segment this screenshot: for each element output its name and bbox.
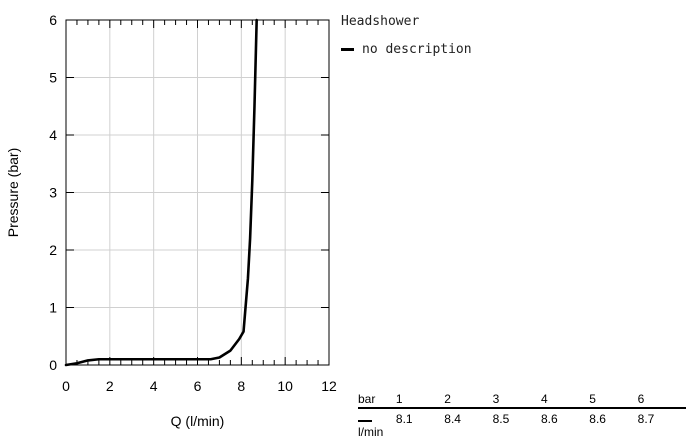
y-axis-title: Pressure (bar): [5, 148, 21, 237]
flow-cell: 8.7: [637, 412, 655, 426]
legend-title: Headshower: [341, 14, 420, 29]
y-tick-label: 3: [49, 185, 57, 201]
flow-cell: 8.4: [444, 412, 461, 426]
pressure-cell: 2: [444, 392, 451, 406]
pressure-cell: 6: [637, 392, 645, 406]
y-tick-label: 0: [49, 357, 57, 373]
flow-unit-cell: l/min: [358, 412, 396, 440]
legend: Headshower no description: [341, 14, 472, 57]
x-tick-label: 10: [277, 378, 293, 394]
x-tick-label: 6: [194, 378, 202, 394]
flow-cell: 8.6: [589, 412, 606, 426]
grid: [66, 20, 329, 365]
y-tick-label: 5: [49, 70, 57, 86]
legend-item: no description: [341, 42, 472, 57]
plot-area-frame: [65, 19, 330, 366]
x-tick-label: 8: [237, 378, 245, 394]
x-tick-label: 0: [62, 378, 70, 394]
y-tick-label: 2: [49, 242, 57, 258]
flow-unit-label: l/min: [358, 425, 384, 439]
series-swatch: [358, 420, 372, 422]
pressure-cell: 5: [589, 392, 596, 406]
flow-cell: 8.1: [395, 412, 413, 426]
pressure-cell: 1: [395, 392, 403, 406]
y-tick-label: 6: [49, 12, 57, 28]
pressure-unit-label: bar: [358, 392, 376, 406]
flow-table-header: bar 1 2 3 4 5 6: [358, 392, 686, 409]
legend-swatch: [341, 48, 354, 51]
flow-table-row: l/min 8.1 8.4 8.5 8.6 8.6 8.7: [358, 409, 686, 440]
x-tick-label: 4: [150, 378, 158, 394]
legend-item-label: no description: [362, 42, 472, 57]
y-tick-label: 4: [49, 127, 57, 143]
x-axis-title: Q (l/min): [171, 413, 225, 429]
series-line: [64, 18, 258, 367]
series: [64, 18, 258, 367]
x-tick-label: 2: [106, 378, 114, 394]
flow-cell: 8.5: [492, 412, 510, 426]
flow-table: bar 1 2 3 4 5 6 l/min 8.1 8.4 8.5 8.6 8.…: [358, 392, 686, 440]
pressure-cell: 3: [492, 392, 500, 406]
flow-cell: 8.6: [540, 412, 558, 426]
pressure-cell: 4: [540, 392, 548, 406]
x-tick-label: 12: [321, 378, 337, 394]
y-tick-label: 1: [49, 300, 57, 316]
